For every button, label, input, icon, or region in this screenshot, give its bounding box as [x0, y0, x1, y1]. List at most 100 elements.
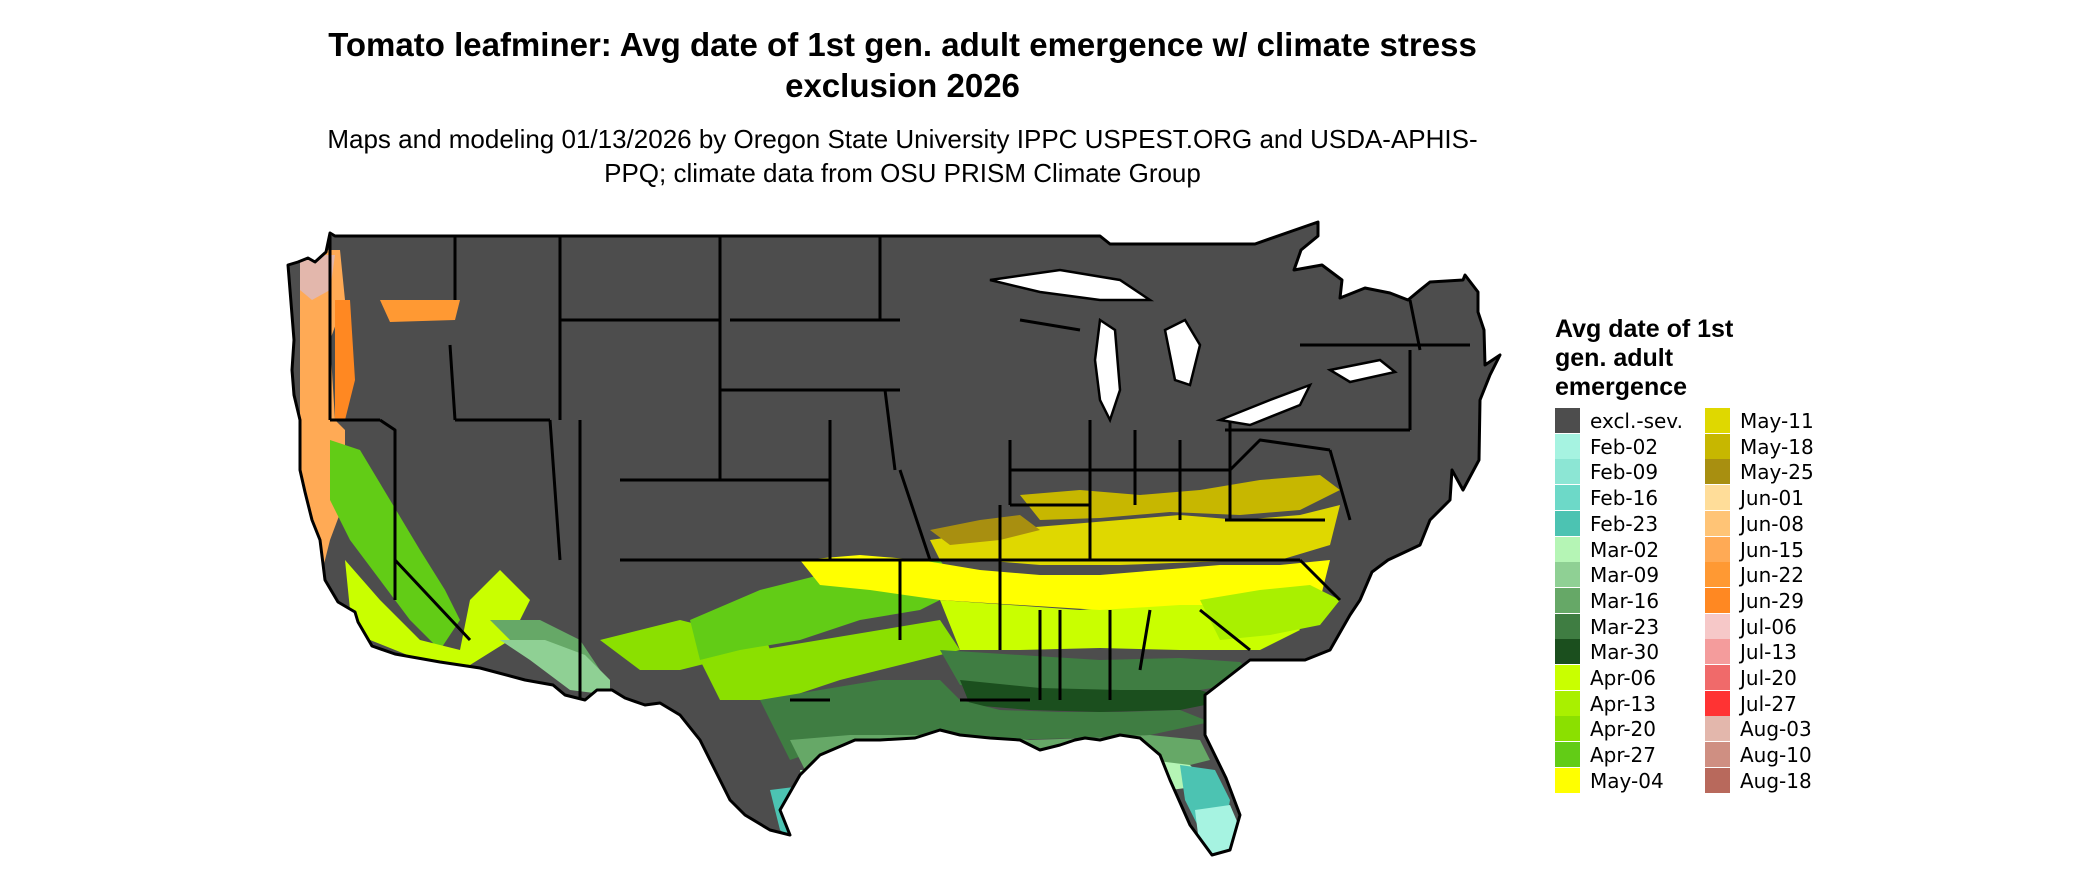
legend-label: Mar-30 — [1590, 640, 1660, 665]
legend-item: May-18 — [1705, 433, 1855, 460]
legend-label: Jun-08 — [1740, 511, 1804, 536]
columbia-basin-band — [380, 300, 460, 322]
olympic-band — [300, 255, 335, 300]
legend-swatch — [1705, 408, 1730, 433]
legend-label: Apr-13 — [1590, 691, 1656, 716]
legend-label: Apr-20 — [1590, 717, 1656, 742]
legend-item: Feb-16 — [1555, 485, 1705, 511]
legend-label: Jun-01 — [1740, 486, 1804, 511]
deep-south-band-1 — [940, 650, 1260, 690]
lake-ontario — [1326, 358, 1398, 384]
legend-label: Aug-18 — [1740, 768, 1812, 793]
legend-item: Jul-20 — [1705, 665, 1855, 691]
legend-item: Aug-10 — [1705, 742, 1855, 768]
legend-item: Feb-02 — [1555, 433, 1705, 460]
legend-item: Feb-09 — [1555, 459, 1705, 485]
legend-label: May-18 — [1740, 434, 1814, 459]
legend-label: May-25 — [1740, 460, 1814, 485]
legend-swatch — [1705, 459, 1730, 485]
legend-item: Jul-27 — [1705, 690, 1855, 717]
legend-item: Apr-06 — [1555, 665, 1705, 691]
arizona-band — [500, 640, 610, 695]
legend-item: Jun-01 — [1705, 485, 1855, 511]
legend-label: Feb-09 — [1590, 460, 1659, 485]
lake-erie — [1215, 382, 1313, 427]
legend-swatch — [1555, 510, 1580, 536]
state-borders — [286, 220, 1502, 857]
map-title: Tomato leafminer: Avg date of 1st gen. a… — [328, 26, 1477, 104]
legend-label: Aug-03 — [1740, 717, 1812, 742]
legend-swatch — [1555, 613, 1580, 639]
legend-label: Jul-13 — [1740, 640, 1797, 665]
legend-swatch — [1705, 690, 1730, 716]
legend-swatch — [1705, 639, 1730, 665]
legend-label: excl.-sev. — [1590, 409, 1683, 433]
legend-label: Feb-23 — [1590, 511, 1659, 536]
legend-swatch — [1555, 690, 1580, 716]
legend-swatch — [1705, 613, 1730, 639]
legend-label: Apr-06 — [1590, 666, 1656, 690]
great-lakes — [989, 268, 1398, 427]
legend-swatch — [1705, 485, 1730, 511]
legend-label: Jul-20 — [1740, 666, 1797, 690]
legend-swatch — [1705, 665, 1730, 690]
mid-south-band — [800, 555, 1330, 610]
us-outline — [286, 220, 1502, 857]
legend-label: Apr-27 — [1590, 743, 1656, 768]
legend-swatch — [1705, 767, 1730, 793]
gulf-coast-band — [800, 760, 1210, 810]
legend-swatch — [1555, 716, 1580, 742]
legend-swatch — [1555, 665, 1580, 690]
legend-label: Feb-16 — [1590, 486, 1659, 511]
legend-swatch — [1555, 408, 1580, 433]
legend-item: excl.-sev. — [1555, 408, 1705, 434]
ozark-band — [930, 515, 1040, 545]
legend-item: Jun-29 — [1705, 587, 1855, 614]
legend-swatch — [1555, 459, 1580, 485]
legend-swatch — [1555, 485, 1580, 511]
map-subtitle: Maps and modeling 01/13/2026 by Oregon S… — [327, 124, 1478, 188]
legend-item: Feb-23 — [1555, 510, 1705, 537]
legend-item: Mar-16 — [1555, 587, 1705, 614]
legend-item: Mar-23 — [1555, 613, 1705, 640]
legend-swatch — [1555, 742, 1580, 768]
legend-item: May-11 — [1705, 408, 1855, 434]
deep-south-band-2 — [960, 680, 1230, 712]
legend-swatch — [1555, 767, 1580, 793]
legend-item: Jun-15 — [1705, 536, 1855, 563]
legend-swatch — [1705, 510, 1730, 536]
lake-huron — [1163, 318, 1202, 387]
legend-label: Mar-16 — [1590, 588, 1660, 613]
legend-swatch — [1555, 587, 1580, 613]
legend-swatch — [1705, 587, 1730, 613]
legend-item: Jun-22 — [1705, 562, 1855, 588]
legend-item: Apr-27 — [1555, 742, 1705, 768]
legend-item: Jun-08 — [1705, 510, 1855, 537]
legend-title: Avg date of 1st gen. adult emergence — [1555, 315, 1734, 401]
legend-label: Jun-29 — [1740, 588, 1804, 613]
legend-label: Feb-02 — [1590, 434, 1659, 459]
legend-label: May-11 — [1740, 409, 1814, 433]
legend-item: Mar-09 — [1555, 562, 1705, 588]
legend-swatch — [1705, 742, 1730, 768]
legend-item: Jul-06 — [1705, 613, 1855, 640]
legend-label: Mar-09 — [1590, 563, 1660, 588]
legend-swatch — [1705, 536, 1730, 562]
legend-label: Jun-15 — [1740, 537, 1804, 562]
legend-item: May-04 — [1555, 767, 1705, 794]
legend-item: Mar-02 — [1555, 536, 1705, 563]
legend-label: Jun-22 — [1740, 563, 1804, 588]
legend-swatch — [1705, 433, 1730, 459]
legend-item: Apr-20 — [1555, 716, 1705, 742]
legend-label: Mar-02 — [1590, 537, 1660, 562]
legend-item: Jul-13 — [1705, 639, 1855, 665]
lake-michigan — [1093, 317, 1122, 424]
oregon-valley-band — [335, 300, 355, 420]
legend-label: May-04 — [1590, 768, 1664, 793]
legend-item: May-25 — [1705, 459, 1855, 485]
california-south-band — [345, 560, 530, 665]
legend-label: Jul-27 — [1740, 691, 1797, 716]
legend-swatch — [1705, 716, 1730, 742]
legend-swatch — [1555, 433, 1580, 459]
